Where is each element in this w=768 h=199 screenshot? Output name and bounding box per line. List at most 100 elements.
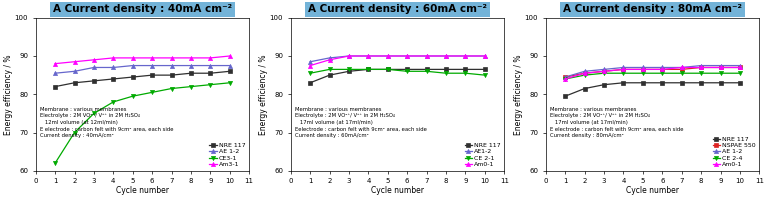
NSPAE 550	[657, 68, 667, 71]
NSPAE 550	[716, 66, 725, 69]
AE 1-2	[580, 70, 589, 72]
CE3-1	[167, 87, 176, 90]
CE 2-4	[600, 72, 609, 74]
NSPAE 550	[580, 72, 589, 74]
NSPAE 550	[561, 76, 570, 78]
NRE 117	[109, 78, 118, 80]
Am3-1	[147, 57, 157, 59]
AE 1-2	[677, 66, 687, 69]
Am3-1	[70, 60, 79, 63]
AE1-2	[442, 55, 451, 57]
Text: Membrane : various membranes
Electrolyte : 2M VO²⁺/ V³⁺ in 2M H₂SO₄
   17ml volu: Membrane : various membranes Electrolyte…	[295, 106, 427, 138]
AE1-2	[461, 55, 470, 57]
AE 1-2	[735, 64, 744, 67]
Am3-1	[109, 57, 118, 59]
CE 2-4	[638, 72, 647, 74]
Am0-1	[561, 78, 570, 80]
Legend: NRE 117, AE1-2, CE 2-1, Am0-1: NRE 117, AE1-2, CE 2-1, Am0-1	[464, 142, 502, 168]
NRE 117	[735, 82, 744, 84]
Am0-1	[364, 55, 373, 57]
NRE 117	[89, 80, 98, 82]
NRE 117	[402, 68, 412, 71]
CE3-1	[147, 91, 157, 94]
CE 2-1	[461, 72, 470, 74]
Text: Membrane : various membranes
Electrolyte : 2M VO²⁺/ V³⁺ in 2M H₂SO₄
   17ml volu: Membrane : various membranes Electrolyte…	[550, 106, 684, 138]
NRE 117	[70, 82, 79, 84]
AE1-2	[306, 60, 315, 63]
NRE 117	[716, 82, 725, 84]
Legend: NRE 117, NSPAE 550, AE 1-2, CE 2-4, Am0-1: NRE 117, NSPAE 550, AE 1-2, CE 2-4, Am0-…	[712, 136, 756, 168]
AE1-2	[344, 55, 353, 57]
NRE 117	[225, 70, 234, 72]
NSPAE 550	[619, 68, 628, 71]
Am0-1	[480, 55, 489, 57]
AE 1-2	[697, 64, 706, 67]
Title: A Current density : 60mA cm⁻²: A Current density : 60mA cm⁻²	[308, 4, 487, 14]
CE3-1	[128, 95, 137, 97]
CE3-1	[51, 162, 60, 164]
Y-axis label: Energy efficiency / %: Energy efficiency / %	[260, 54, 268, 135]
Am0-1	[306, 64, 315, 67]
CE 2-1	[344, 68, 353, 71]
NSPAE 550	[600, 70, 609, 72]
CE 2-4	[561, 78, 570, 80]
CE 2-1	[402, 70, 412, 72]
AE1-2	[480, 55, 489, 57]
Line: CE 2-1: CE 2-1	[308, 67, 487, 77]
Am0-1	[442, 55, 451, 57]
AE 1-2	[128, 64, 137, 67]
Am3-1	[89, 59, 98, 61]
Title: A Current density : 40mA cm⁻²: A Current density : 40mA cm⁻²	[53, 4, 232, 14]
NRE 117	[561, 95, 570, 97]
AE 1-2	[619, 66, 628, 69]
NRE 117	[580, 87, 589, 90]
NRE 117	[697, 82, 706, 84]
CE 2-1	[442, 72, 451, 74]
Line: AE1-2: AE1-2	[308, 54, 487, 64]
NSPAE 550	[677, 68, 687, 71]
AE 1-2	[600, 68, 609, 71]
NRE 117	[657, 82, 667, 84]
AE 1-2	[716, 64, 725, 67]
CE 2-1	[422, 70, 432, 72]
CE 2-1	[383, 68, 392, 71]
Line: NRE 117: NRE 117	[563, 81, 742, 98]
Am0-1	[580, 72, 589, 74]
NRE 117	[364, 68, 373, 71]
Legend: NRE 117, AE 1-2, CE3-1, Am3-1: NRE 117, AE 1-2, CE3-1, Am3-1	[209, 142, 246, 168]
Am0-1	[461, 55, 470, 57]
AE 1-2	[147, 64, 157, 67]
AE1-2	[325, 57, 334, 59]
CE 2-4	[735, 72, 744, 74]
CE3-1	[109, 101, 118, 103]
CE 2-1	[364, 68, 373, 71]
NRE 117	[600, 84, 609, 86]
X-axis label: Cycle number: Cycle number	[371, 186, 424, 195]
NSPAE 550	[735, 66, 744, 69]
NRE 117	[442, 68, 451, 71]
Am0-1	[657, 68, 667, 71]
Line: AE 1-2: AE 1-2	[563, 63, 742, 79]
Line: CE3-1: CE3-1	[53, 81, 232, 165]
Am3-1	[225, 55, 234, 57]
NRE 117	[306, 82, 315, 84]
CE 2-1	[325, 68, 334, 71]
NRE 117	[128, 76, 137, 78]
Am0-1	[697, 66, 706, 69]
Am0-1	[383, 55, 392, 57]
AE 1-2	[109, 66, 118, 69]
Am0-1	[325, 59, 334, 61]
Y-axis label: Energy efficiency / %: Energy efficiency / %	[4, 54, 13, 135]
NRE 117	[619, 82, 628, 84]
Am0-1	[422, 55, 432, 57]
AE1-2	[422, 55, 432, 57]
AE 1-2	[657, 66, 667, 69]
Am0-1	[402, 55, 412, 57]
AE 1-2	[70, 70, 79, 72]
Line: CE 2-4: CE 2-4	[563, 71, 742, 81]
Line: NRE 117: NRE 117	[53, 69, 232, 89]
Am0-1	[638, 68, 647, 71]
AE 1-2	[167, 64, 176, 67]
CE 2-1	[480, 74, 489, 76]
CE 2-4	[580, 74, 589, 76]
